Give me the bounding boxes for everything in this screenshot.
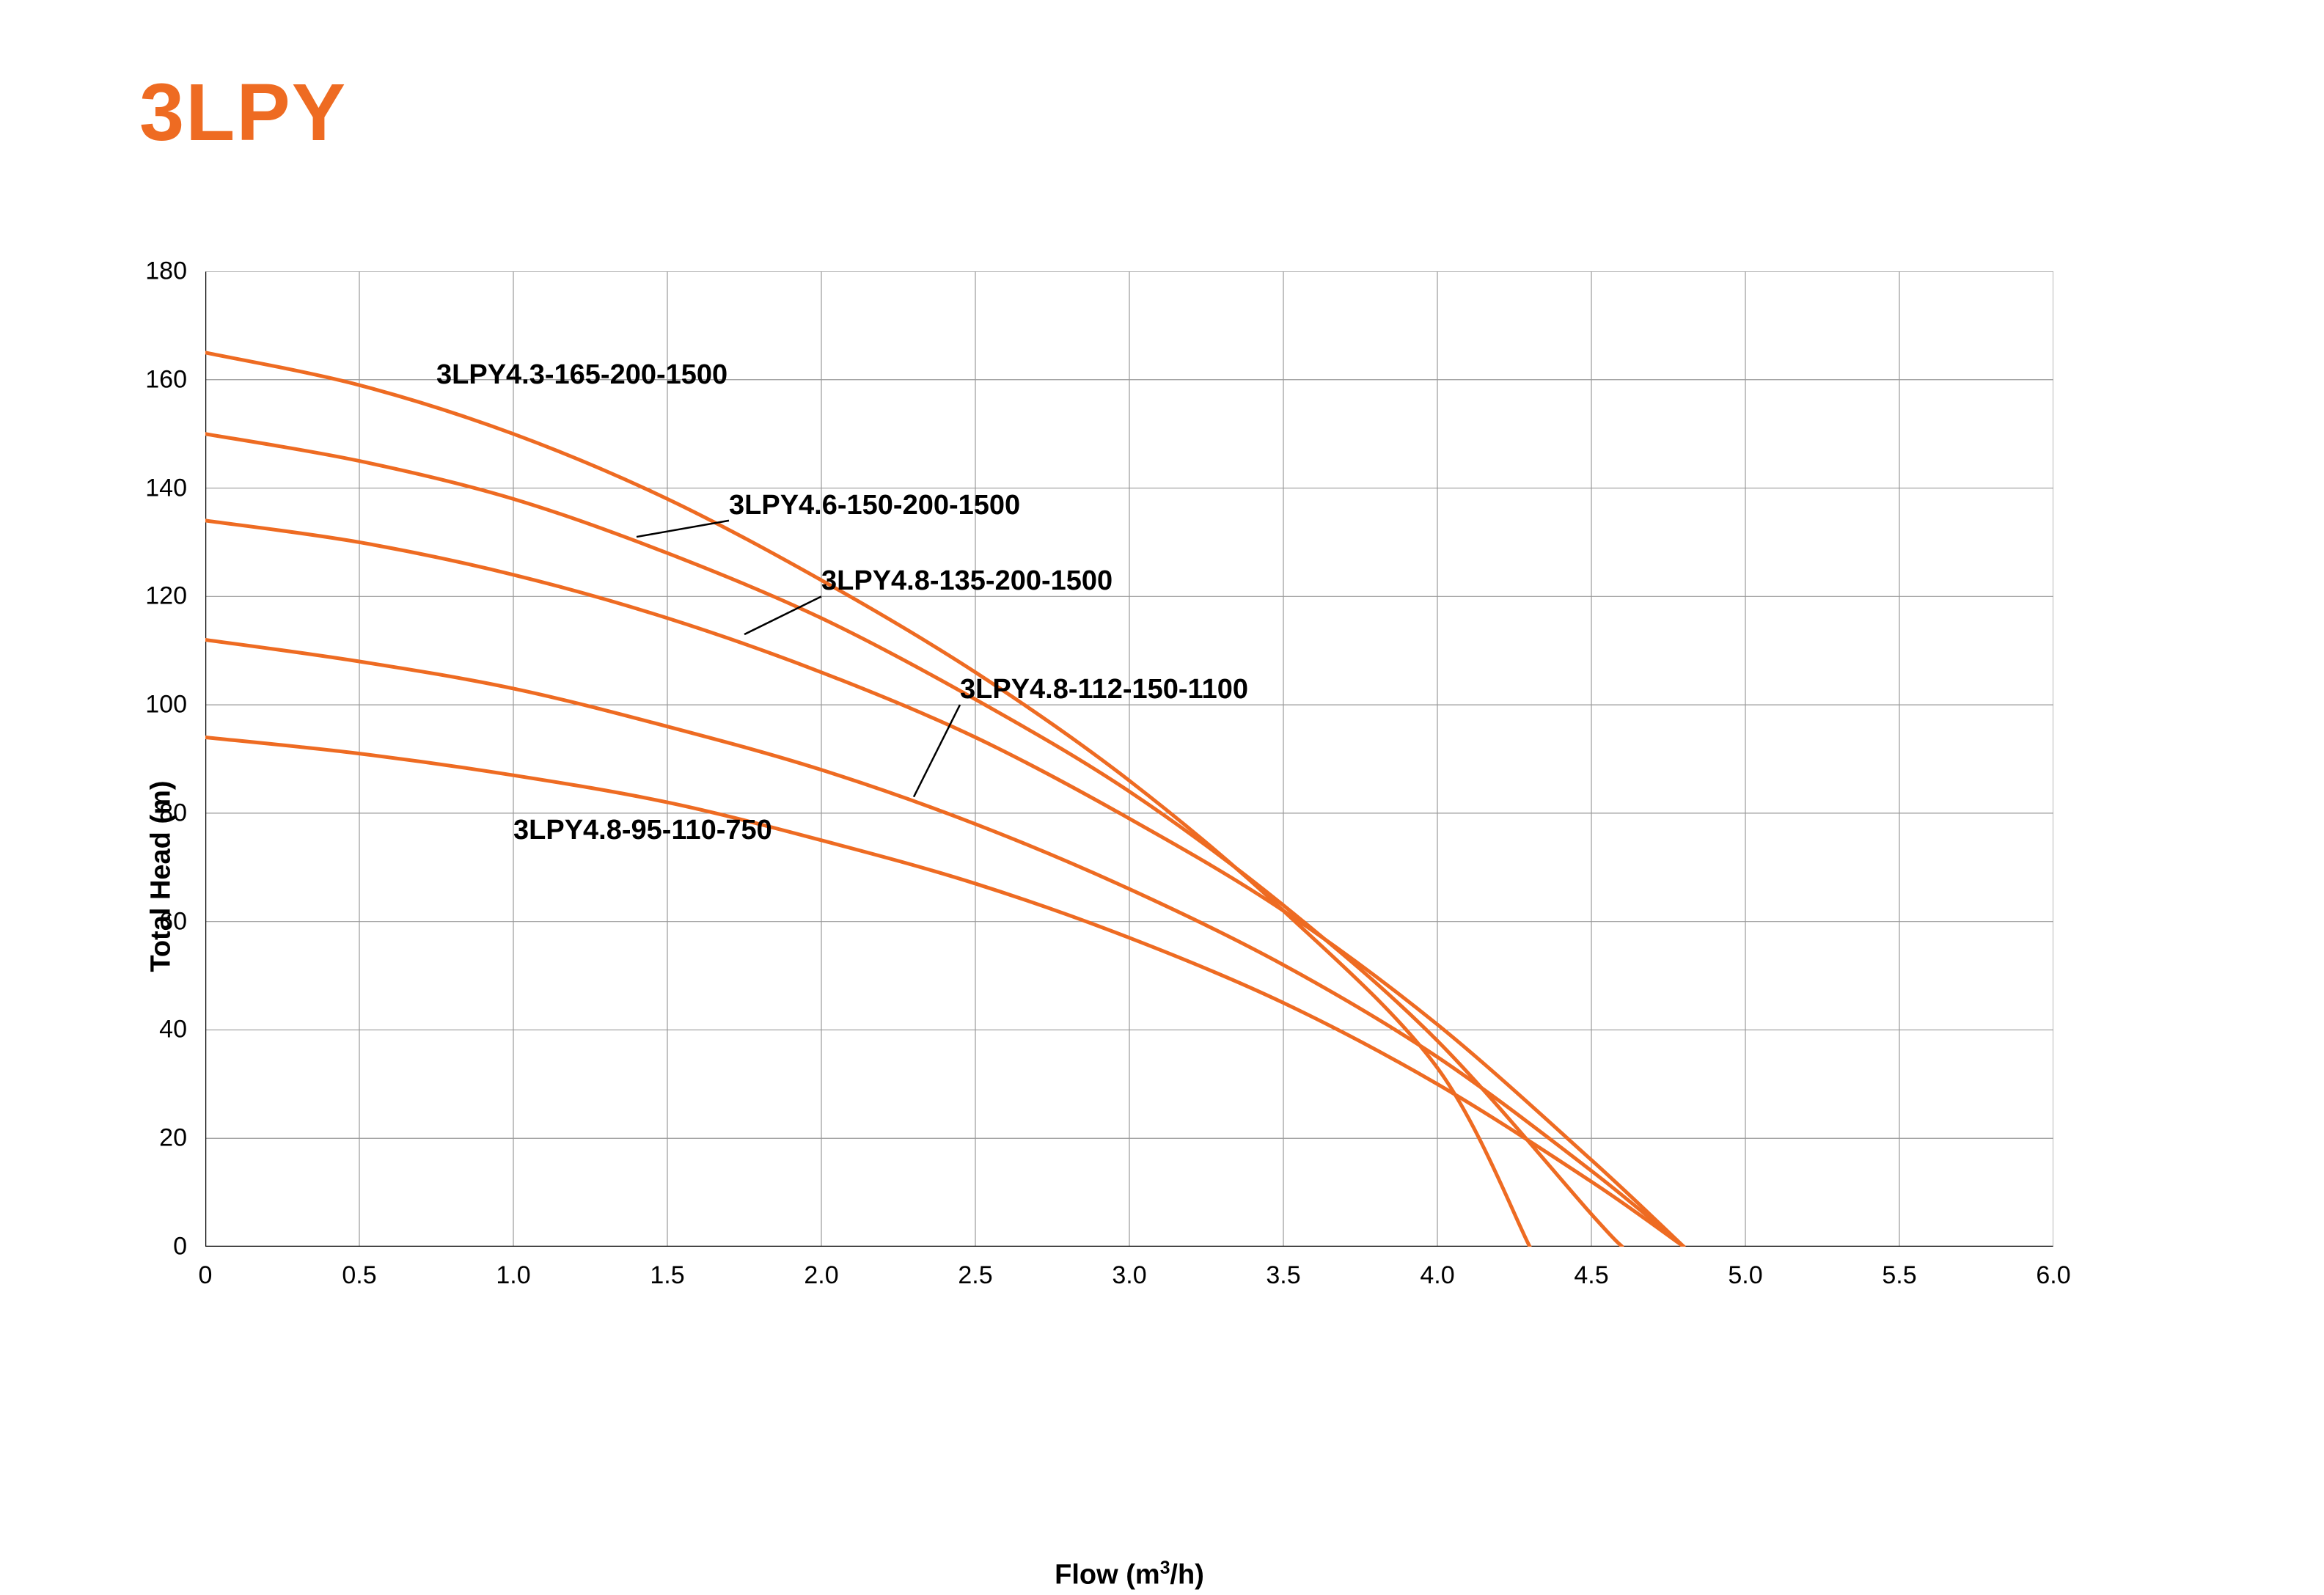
series-label: 3LPY4.8-135-200-1500	[821, 565, 1112, 597]
x-axis-label: Flow (m3/h)	[1055, 1558, 1204, 1591]
series-label: 3LPY4.8-112-150-1100	[960, 674, 1248, 705]
page: 3LPY Total Head (m) 02040608010012014016…	[0, 0, 2324, 1595]
x-tick-label: 2.0	[804, 1261, 838, 1290]
series-curve	[205, 353, 1530, 1247]
pump-curve-chart: Total Head (m) 0204060801001201401601800…	[205, 271, 2185, 1481]
y-tick-label: 40	[159, 1016, 187, 1044]
y-tick-label: 120	[145, 582, 187, 611]
x-tick-label: 1.5	[650, 1261, 684, 1290]
y-tick-label: 60	[159, 907, 187, 936]
series-curve	[205, 521, 1684, 1247]
y-tick-label: 140	[145, 474, 187, 502]
page-title: 3LPY	[139, 66, 347, 159]
x-tick-label: 5.5	[1882, 1261, 1916, 1290]
y-tick-label: 80	[159, 799, 187, 827]
x-tick-label: 6.0	[2036, 1261, 2070, 1290]
y-tick-label: 160	[145, 365, 187, 394]
x-tick-label: 3.5	[1266, 1261, 1300, 1290]
x-tick-label: 0	[199, 1261, 213, 1290]
series-label: 3LPY4.8-95-110-750	[513, 815, 772, 846]
plot-area: 02040608010012014016018000.51.01.52.02.5…	[205, 271, 2053, 1247]
y-tick-label: 180	[145, 257, 187, 286]
x-tick-label: 5.0	[1728, 1261, 1762, 1290]
x-tick-label: 2.5	[958, 1261, 992, 1290]
series-label: 3LPY4.6-150-200-1500	[729, 490, 1020, 521]
y-tick-label: 0	[173, 1233, 187, 1261]
chart-svg	[205, 271, 2053, 1247]
x-tick-label: 4.0	[1420, 1261, 1454, 1290]
series-label: 3LPY4.3-165-200-1500	[436, 359, 727, 391]
y-tick-label: 20	[159, 1124, 187, 1153]
y-tick-label: 100	[145, 691, 187, 719]
series-curve	[205, 639, 1684, 1247]
series-curve	[205, 434, 1622, 1247]
x-tick-label: 4.5	[1574, 1261, 1608, 1290]
x-tick-label: 3.0	[1112, 1261, 1146, 1290]
x-tick-label: 0.5	[342, 1261, 376, 1290]
x-tick-label: 1.0	[496, 1261, 530, 1290]
